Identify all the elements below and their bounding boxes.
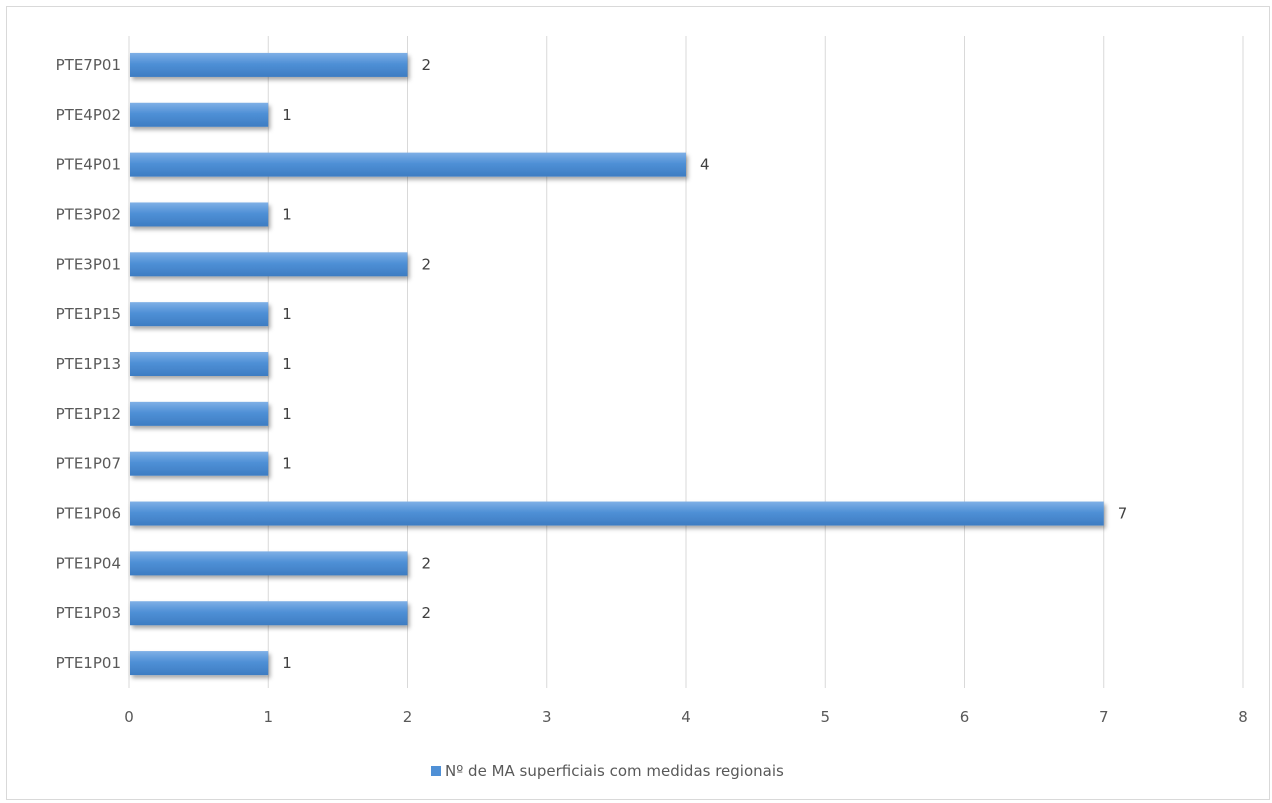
data-label: 1 xyxy=(282,654,292,672)
legend-swatch xyxy=(431,766,441,776)
bar-PTE4P02 xyxy=(130,102,269,127)
category-label: PTE1P03 xyxy=(56,604,121,622)
category-label: PTE1P06 xyxy=(56,505,121,523)
bar-PTE1P15 xyxy=(130,302,269,327)
data-label: 7 xyxy=(1118,505,1128,523)
bar-PTE1P12 xyxy=(130,401,269,426)
category-label: PTE1P15 xyxy=(56,305,121,323)
category-label: PTE3P01 xyxy=(56,255,121,273)
data-label: 2 xyxy=(422,255,432,273)
category-label: PTE1P04 xyxy=(56,554,121,572)
category-label: PTE4P01 xyxy=(56,156,121,174)
category-label: PTE4P02 xyxy=(56,106,121,124)
bar-PTE4P01 xyxy=(130,152,686,177)
data-label: 1 xyxy=(282,355,292,373)
data-label: 1 xyxy=(282,106,292,124)
bar-PTE3P01 xyxy=(130,252,408,277)
legend: Nº de MA superficiais com medidas region… xyxy=(431,762,784,780)
category-label: PTE1P12 xyxy=(56,405,121,423)
data-label: 1 xyxy=(282,205,292,223)
x-tick-label: 5 xyxy=(820,708,830,726)
data-label: 4 xyxy=(700,156,710,174)
bar-PTE1P04 xyxy=(130,551,408,576)
x-tick-label: 3 xyxy=(542,708,552,726)
category-label: PTE1P07 xyxy=(56,455,121,473)
bar-PTE1P03 xyxy=(130,601,408,626)
x-tick-label: 4 xyxy=(681,708,691,726)
legend-label: Nº de MA superficiais com medidas region… xyxy=(445,762,784,780)
bar-PTE1P07 xyxy=(130,451,269,476)
x-tick-label: 8 xyxy=(1238,708,1248,726)
x-tick-label: 2 xyxy=(403,708,413,726)
bar-PTE7P01 xyxy=(130,52,408,77)
bars xyxy=(130,52,1104,676)
data-label: 2 xyxy=(422,554,432,572)
category-labels: PTE1P01 PTE1P03 PTE1P04 PTE1P06 PTE1P07 PTE1P… xyxy=(56,56,121,672)
data-labels: 1 2 2 7 1 1 1 1 2 1 4 1 2 xyxy=(282,56,1127,672)
data-label: 1 xyxy=(282,405,292,423)
category-label: PTE1P01 xyxy=(56,654,121,672)
data-label: 1 xyxy=(282,305,292,323)
category-label: PTE7P01 xyxy=(56,56,121,74)
x-tick-label: 6 xyxy=(960,708,970,726)
category-label: PTE3P02 xyxy=(56,205,121,223)
bar-PTE1P13 xyxy=(130,352,269,376)
data-label: 1 xyxy=(282,455,292,473)
x-tick-label: 0 xyxy=(124,708,134,726)
x-tick-labels: 0 1 2 3 4 5 6 7 8 xyxy=(124,708,1248,726)
bar-PTE1P01 xyxy=(130,651,269,676)
bar-PTE1P06 xyxy=(130,501,1104,526)
category-label: PTE1P13 xyxy=(56,355,121,373)
data-label: 2 xyxy=(422,56,432,74)
gridlines xyxy=(128,36,1244,688)
x-tick-label: 1 xyxy=(263,708,273,726)
bar-PTE3P02 xyxy=(130,202,269,227)
data-label: 2 xyxy=(422,604,432,622)
x-tick-label: 7 xyxy=(1099,708,1109,726)
